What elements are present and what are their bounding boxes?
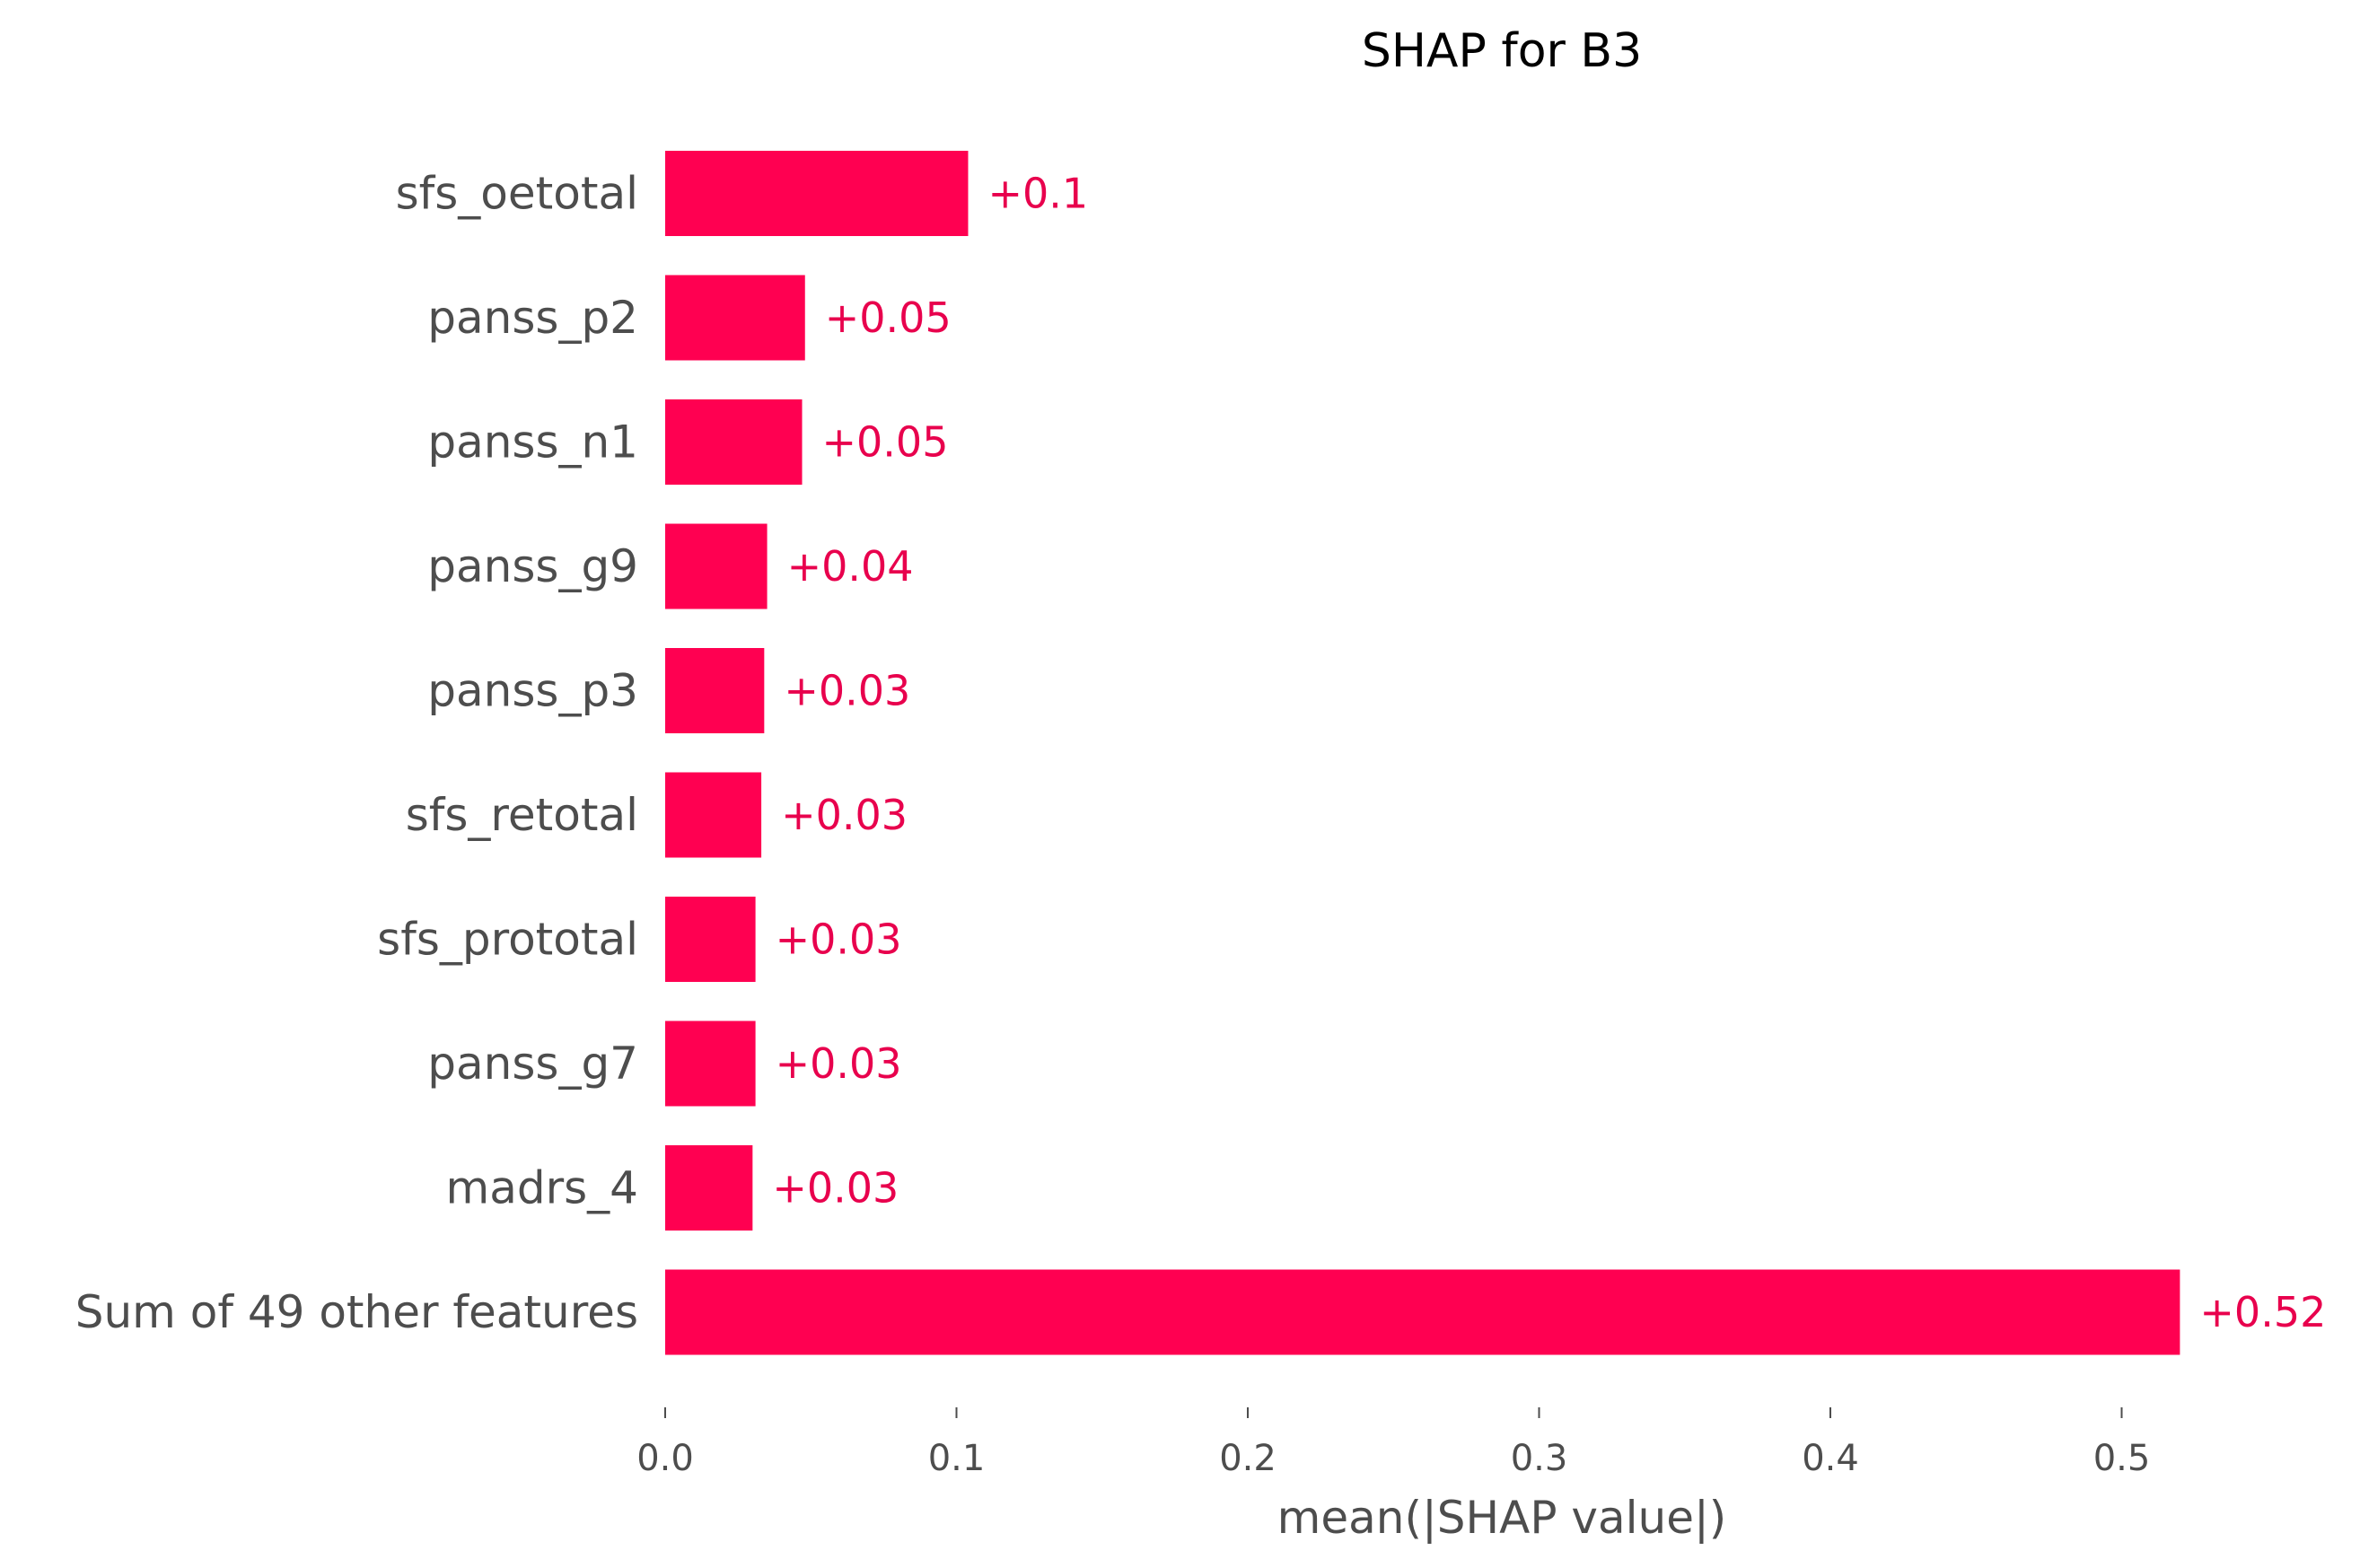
category-label: panss_g7	[427, 1038, 638, 1090]
bar-panss-g7	[665, 1021, 756, 1107]
bar-sum-of-49-other-features	[665, 1269, 2180, 1355]
bar-madrs-4	[665, 1145, 753, 1231]
value-label: +0.05	[822, 418, 949, 467]
x-tick-label: 0.0	[636, 1438, 694, 1479]
category-label: panss_n1	[427, 416, 638, 469]
bar-panss-n1	[665, 399, 803, 485]
category-label: panss_p3	[427, 665, 638, 717]
bar-panss-p2	[665, 275, 805, 361]
category-label: sfs_retotal	[406, 789, 638, 841]
bar-sfs-oetotal	[665, 151, 969, 236]
value-label: +0.1	[987, 170, 1088, 218]
x-tick-label: 0.3	[1511, 1438, 1568, 1479]
bars-group: sfs_oetotal +0.1 panss_p2 +0.05 panss_n1 +0.0…	[75, 151, 2326, 1355]
value-label: +0.03	[784, 667, 910, 715]
category-label: madrs_4	[445, 1162, 638, 1214]
bar-sfs-retotal	[665, 772, 762, 858]
value-label: +0.05	[825, 293, 952, 342]
x-tick-label: 0.1	[928, 1438, 986, 1479]
category-label: panss_p2	[427, 292, 638, 344]
x-tick-label: 0.4	[1802, 1438, 1859, 1479]
value-label: +0.03	[772, 1164, 899, 1213]
category-label: panss_g9	[427, 540, 638, 592]
value-label: +0.52	[2199, 1288, 2326, 1336]
category-label: Sum of 49 other features	[75, 1286, 638, 1338]
bar-sfs-prototal	[665, 897, 756, 982]
x-tick-label: 0.5	[2093, 1438, 2151, 1479]
x-axis-label: mean(|SHAP value|)	[1277, 1492, 1727, 1544]
value-label: +0.03	[776, 1039, 902, 1088]
value-label: +0.03	[781, 791, 908, 839]
bar-panss-g9	[665, 523, 768, 609]
chart-title: SHAP for B3	[1362, 24, 1642, 78]
x-axis: 0.0 0.1 0.2 0.3 0.4 0.5	[636, 1407, 2150, 1479]
bar-panss-p3	[665, 648, 765, 733]
x-tick-label: 0.2	[1219, 1438, 1277, 1479]
category-label: sfs_oetotal	[396, 168, 638, 220]
category-label: sfs_prototal	[377, 914, 638, 966]
value-label: +0.03	[776, 915, 902, 964]
value-label: +0.04	[787, 542, 914, 591]
